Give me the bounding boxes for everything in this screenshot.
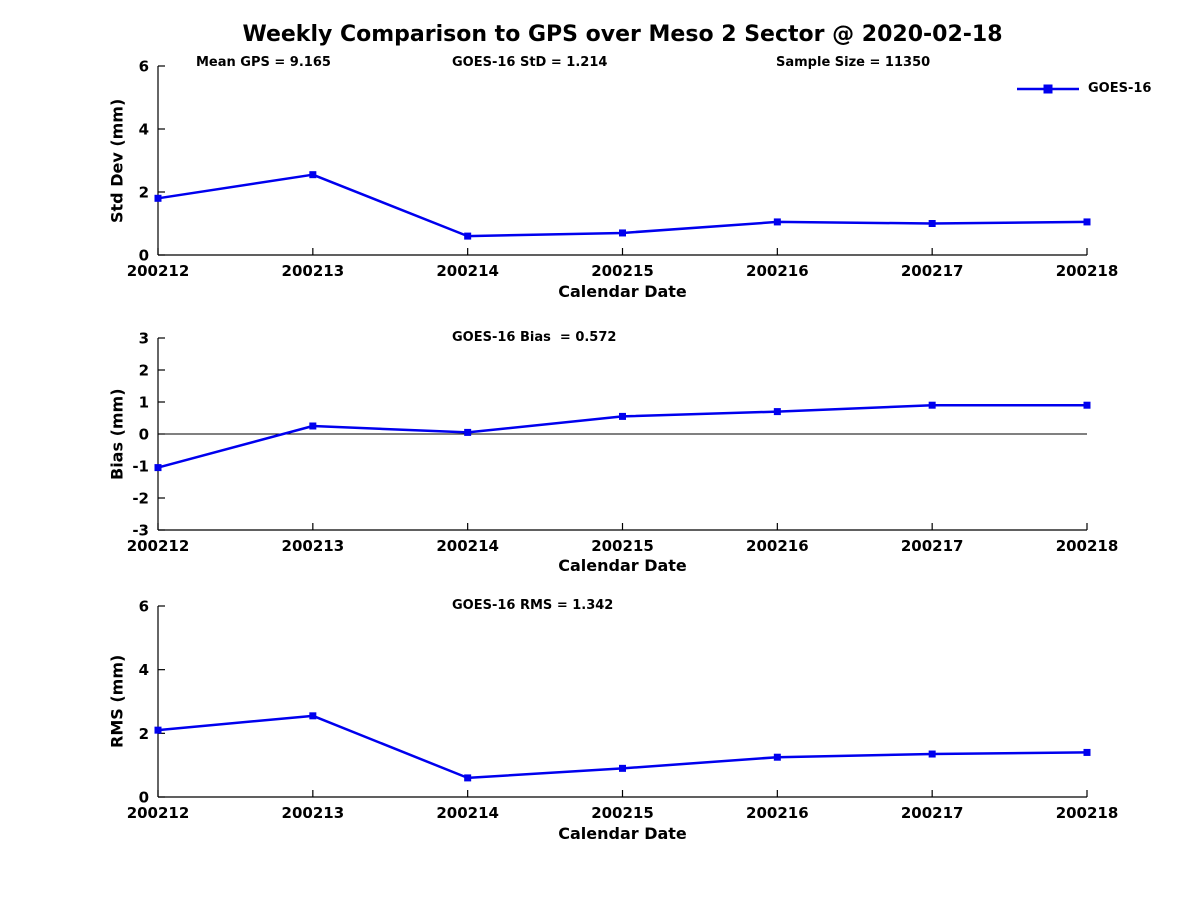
data-point-marker [773, 408, 781, 416]
data-point-marker [464, 774, 472, 782]
x-axis-label-stddev: Calendar Date [558, 282, 687, 301]
x-tick-label: 200212 [127, 262, 190, 280]
y-tick-label: 6 [139, 598, 149, 616]
data-point-marker [309, 171, 317, 179]
annotation-goes16-rms: GOES-16 RMS = 1.342 [452, 598, 614, 613]
data-point-marker [1083, 748, 1091, 756]
x-tick-label: 200215 [591, 804, 654, 822]
series-line [157, 714, 1088, 780]
legend-label: GOES-16 [1088, 81, 1152, 96]
x-tick-label: 200212 [127, 804, 190, 822]
x-tick-label: 200217 [901, 537, 964, 555]
data-point-marker [1083, 218, 1091, 226]
annotation-goes16-bias: GOES-16 Bias = 0.572 [452, 330, 617, 345]
data-point-marker [773, 753, 781, 761]
y-axis-label-stddev: Std Dev (mm) [107, 98, 127, 223]
x-tick-label: 200216 [746, 537, 809, 555]
x-tick-label: 200218 [1056, 262, 1119, 280]
x-tick-label: 200217 [901, 804, 964, 822]
y-tick-label: 0 [139, 789, 149, 807]
x-tick-label: 200218 [1056, 537, 1119, 555]
data-point-marker [309, 712, 317, 720]
y-tick-label: 3 [139, 330, 149, 348]
y-axis-label-bias: Bias (mm) [107, 388, 127, 480]
y-tick-label: 2 [139, 362, 149, 380]
data-point-marker [154, 464, 162, 472]
data-point-marker [619, 412, 626, 420]
x-tick-label: 200213 [282, 537, 345, 555]
data-point-marker [773, 218, 781, 226]
y-axis-label-rms: RMS (mm) [107, 654, 127, 749]
data-point-marker [928, 750, 936, 758]
x-tick-label: 200218 [1056, 804, 1119, 822]
x-tick-label: 200215 [591, 537, 654, 555]
data-point-marker [928, 401, 936, 409]
y-tick-label: 4 [139, 661, 149, 679]
x-tick-label: 200215 [591, 262, 654, 280]
y-tick-label: 2 [139, 725, 149, 743]
x-tick-label: 200213 [282, 804, 345, 822]
legend-line-marker-icon [1017, 84, 1079, 93]
data-point-marker [619, 229, 626, 237]
data-point-marker [619, 764, 626, 772]
series-line [157, 403, 1087, 469]
annotation-goes16-std: GOES-16 StD = 1.214 [452, 55, 608, 70]
y-tick-label: 2 [139, 184, 149, 202]
x-tick-label: 200217 [901, 262, 964, 280]
data-point-marker [464, 232, 472, 240]
data-point-marker [464, 428, 472, 436]
data-point-marker [309, 422, 317, 430]
y-tick-label: 0 [139, 426, 149, 444]
x-tick-label: 200213 [282, 262, 345, 280]
x-tick-label: 200212 [127, 537, 190, 555]
x-axis-label-rms: Calendar Date [558, 824, 687, 843]
data-point-marker [928, 220, 936, 227]
legend: GOES-16 [1015, 81, 1151, 96]
data-point-marker [154, 726, 162, 734]
x-tick-label: 200214 [436, 262, 499, 280]
x-tick-label: 200216 [746, 262, 809, 280]
series-line [157, 173, 1088, 238]
y-tick-label: 1 [139, 394, 149, 412]
x-axis-label-bias: Calendar Date [558, 556, 687, 575]
data-point-marker [154, 194, 162, 202]
y-tick-label: 6 [139, 58, 149, 76]
x-tick-label: 200214 [436, 537, 499, 555]
annotation-mean-gps: Mean GPS = 9.165 [196, 55, 331, 70]
x-tick-label: 200216 [746, 804, 809, 822]
figure-title: Weekly Comparison to GPS over Meso 2 Sec… [242, 22, 1003, 47]
y-tick-label: 4 [139, 121, 149, 139]
data-point-marker [1083, 401, 1091, 409]
annotation-sample-size: Sample Size = 11350 [776, 55, 931, 70]
x-tick-label: 200214 [436, 804, 499, 822]
y-tick-label: 0 [139, 247, 149, 265]
